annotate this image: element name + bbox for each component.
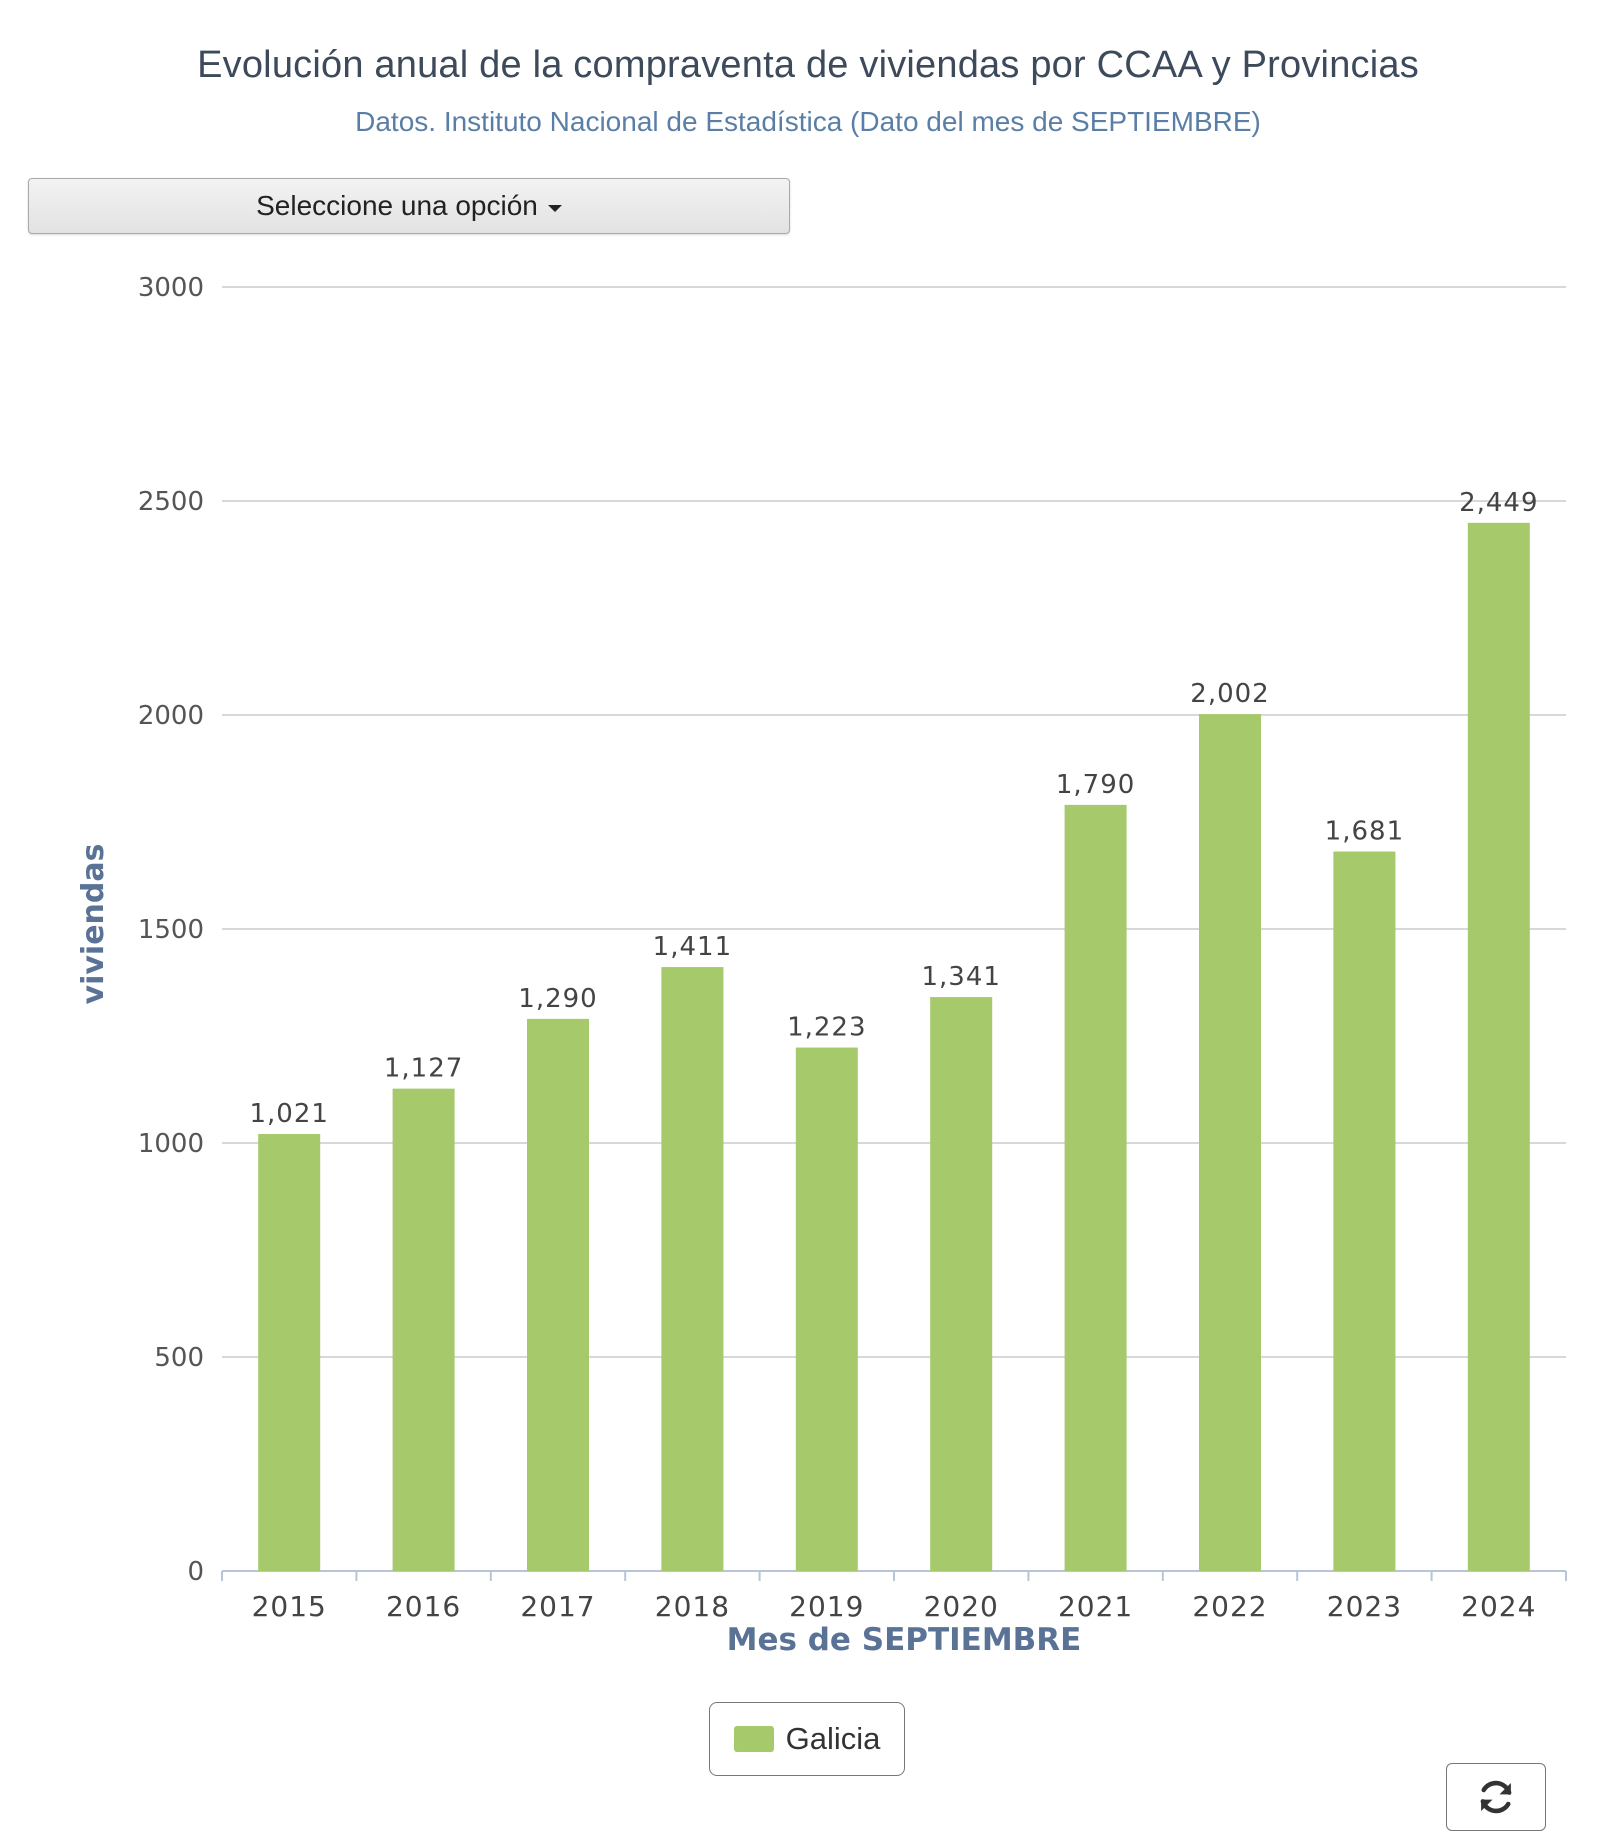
y-axis-title: viviendas <box>76 844 111 1005</box>
bar-2015 <box>258 1134 321 1571</box>
y-tick-label: 2000 <box>138 701 204 731</box>
region-select-dropdown[interactable]: Seleccione una opción <box>28 178 790 234</box>
legend-label: Galicia <box>785 1721 881 1756</box>
chart-subtitle: Datos. Instituto Nacional de Estadística… <box>355 106 1261 137</box>
x-tick-label-2023: 2023 <box>1327 1590 1402 1623</box>
data-label-2024: 2,449 <box>1459 488 1538 518</box>
bar-2019 <box>795 1047 858 1571</box>
x-tick-label-2016: 2016 <box>386 1590 461 1623</box>
bar-2017 <box>527 1018 589 1571</box>
bar-2016 <box>392 1088 455 1571</box>
refresh-icon <box>1480 1780 1512 1814</box>
data-label-2018: 1,411 <box>653 932 732 962</box>
x-tick-label-2021: 2021 <box>1058 1590 1133 1623</box>
data-label-2019: 1,223 <box>787 1013 866 1043</box>
x-axis-title: Mes de SEPTIEMBRE <box>727 1622 1082 1658</box>
y-tick-label: 1500 <box>138 915 204 945</box>
x-tick-label-2019: 2019 <box>789 1590 864 1623</box>
y-tick-label: 2500 <box>138 487 204 517</box>
bar-chart: 0 500 1000 1500 2000 2500 3000 1,021 2015 1,127 20… <box>76 273 1567 1658</box>
x-tick-label-2022: 2022 <box>1192 1590 1267 1623</box>
y-tick-label: 1000 <box>138 1129 204 1159</box>
bar-2020 <box>930 997 993 1571</box>
y-tick-label: 3000 <box>138 273 204 303</box>
refresh-button[interactable] <box>1446 1763 1546 1831</box>
x-tick-label-2015: 2015 <box>252 1590 327 1623</box>
data-label-2015: 1,021 <box>249 1099 328 1129</box>
x-tick-label-2020: 2020 <box>924 1590 999 1623</box>
bar-2021 <box>1064 804 1127 1571</box>
x-tick-label-2024: 2024 <box>1461 1590 1536 1623</box>
y-tick-label: 0 <box>187 1557 204 1587</box>
bar-2023 <box>1333 851 1396 1571</box>
legend-item-galicia[interactable]: Galicia <box>709 1702 905 1776</box>
data-label-2020: 1,341 <box>921 962 1000 992</box>
x-tick-label-2017: 2017 <box>520 1590 595 1623</box>
data-label-2016: 1,127 <box>384 1054 463 1084</box>
data-label-2021: 1,790 <box>1056 770 1135 800</box>
chart-title: Evolución anual de la compraventa de viv… <box>197 44 1419 86</box>
caret-down-icon <box>547 204 562 212</box>
region-select-label: Seleccione una opción <box>256 190 538 221</box>
data-label-2023: 1,681 <box>1325 817 1404 847</box>
legend-swatch <box>733 1726 774 1752</box>
data-label-2022: 2,002 <box>1190 679 1269 709</box>
x-tick-label-2018: 2018 <box>655 1590 730 1623</box>
bar-2018 <box>661 967 724 1571</box>
bar-2022 <box>1199 714 1261 1571</box>
bar-2024 <box>1467 522 1530 1571</box>
data-label-2017: 1,290 <box>518 984 597 1014</box>
y-tick-label: 500 <box>154 1343 204 1373</box>
